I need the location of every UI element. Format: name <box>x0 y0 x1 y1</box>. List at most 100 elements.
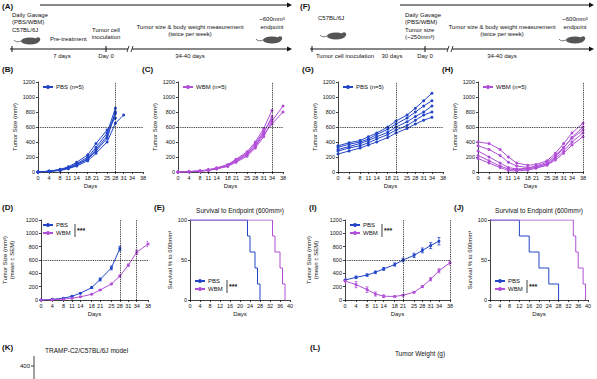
svg-text:800: 800 <box>326 109 335 115</box>
svg-text:31: 31 <box>421 175 427 181</box>
svg-text:(C): (C) <box>142 65 153 74</box>
svg-text:1000: 1000 <box>330 230 342 236</box>
svg-text:4: 4 <box>48 175 51 181</box>
svg-text:25: 25 <box>104 175 110 181</box>
svg-text:24: 24 <box>247 303 253 309</box>
svg-text:8: 8 <box>499 175 502 181</box>
svg-text:Tumor Size (mm³): Tumor Size (mm³) <box>152 103 158 151</box>
svg-text:25: 25 <box>544 175 550 181</box>
svg-text:Survival % to 600mm³: Survival % to 600mm³ <box>167 231 173 290</box>
svg-text:Days: Days <box>532 311 546 317</box>
svg-text:20: 20 <box>237 303 243 309</box>
svg-text:0: 0 <box>184 297 187 303</box>
svg-text:0: 0 <box>336 175 339 181</box>
svg-text:Days: Days <box>524 183 538 189</box>
svg-text:36: 36 <box>277 303 283 309</box>
svg-text:400: 400 <box>466 139 475 145</box>
svg-text:28: 28 <box>419 303 425 309</box>
svg-text:***: *** <box>77 227 85 234</box>
svg-text:Daily Gavage(PBS/WBM): Daily Gavage(PBS/WBM) <box>12 12 49 25</box>
svg-text:0: 0 <box>484 297 487 303</box>
svg-text:11: 11 <box>206 175 212 181</box>
svg-text:31: 31 <box>428 303 434 309</box>
svg-text:400: 400 <box>326 139 335 145</box>
svg-text:16: 16 <box>227 303 233 309</box>
svg-text:Survival to Endpoint (600mm³): Survival to Endpoint (600mm³) <box>196 207 284 215</box>
svg-text:Days: Days <box>391 311 405 317</box>
svg-text:4: 4 <box>51 303 54 309</box>
svg-text:(J): (J) <box>454 203 464 212</box>
svg-text:0: 0 <box>36 175 39 181</box>
svg-text:50: 50 <box>181 257 187 263</box>
svg-text:200: 200 <box>29 284 38 290</box>
svg-text:11: 11 <box>506 175 512 181</box>
svg-text:~600mm³: ~600mm³ <box>562 16 588 22</box>
svg-text:8: 8 <box>62 303 65 309</box>
svg-text:0: 0 <box>35 297 38 303</box>
svg-text:34: 34 <box>569 175 575 181</box>
svg-text:Tumor Size (mm³): Tumor Size (mm³) <box>452 103 458 151</box>
svg-text:1000: 1000 <box>463 94 475 100</box>
svg-text:38: 38 <box>440 175 446 181</box>
svg-text:Days: Days <box>84 183 98 189</box>
svg-text:PBS (n=5): PBS (n=5) <box>356 84 384 90</box>
svg-text:Days: Days <box>384 183 398 189</box>
svg-text:1200: 1200 <box>26 217 38 223</box>
svg-text:1200: 1200 <box>330 217 342 223</box>
svg-text:600: 600 <box>26 124 35 130</box>
svg-text:1200: 1200 <box>323 79 335 85</box>
svg-text:36: 36 <box>575 303 581 309</box>
svg-text:(G): (G) <box>302 65 314 74</box>
svg-text:Tumor Size (mm³): Tumor Size (mm³) <box>12 103 18 151</box>
svg-text:WBM (n=5): WBM (n=5) <box>196 84 227 90</box>
svg-text:(mean ± SEM): (mean ± SEM) <box>9 241 15 280</box>
svg-text:18: 18 <box>385 175 391 181</box>
svg-text:WBM: WBM <box>508 286 523 292</box>
svg-text:4: 4 <box>488 175 491 181</box>
svg-text:1000: 1000 <box>323 94 335 100</box>
svg-text:28: 28 <box>552 175 558 181</box>
svg-text:WBM: WBM <box>208 286 223 292</box>
svg-text:34: 34 <box>269 175 275 181</box>
svg-text:38: 38 <box>140 175 146 181</box>
svg-text:PBS: PBS <box>208 278 220 284</box>
svg-text:14: 14 <box>514 175 520 181</box>
svg-text:400: 400 <box>26 139 35 145</box>
svg-text:34-40 days: 34-40 days <box>487 53 517 59</box>
svg-text:28: 28 <box>117 303 123 309</box>
svg-text:600: 600 <box>326 124 335 130</box>
svg-text:Tumor cell inoculation: Tumor cell inoculation <box>316 53 374 59</box>
svg-text:18: 18 <box>525 175 531 181</box>
svg-text:12: 12 <box>516 303 522 309</box>
svg-text:endpoint: endpoint <box>260 24 283 30</box>
svg-text:C57BL/6J: C57BL/6J <box>12 27 38 33</box>
svg-text:8: 8 <box>199 175 202 181</box>
svg-text:21: 21 <box>393 175 399 181</box>
svg-text:11: 11 <box>366 175 372 181</box>
svg-text:14: 14 <box>374 175 380 181</box>
svg-text:16: 16 <box>526 303 532 309</box>
svg-text:8: 8 <box>359 175 362 181</box>
svg-text:25: 25 <box>411 303 417 309</box>
svg-text:30 days: 30 days <box>381 53 402 59</box>
svg-text:4: 4 <box>355 303 358 309</box>
svg-text:600: 600 <box>333 257 342 263</box>
svg-text:0: 0 <box>188 303 191 309</box>
svg-text:14: 14 <box>381 303 387 309</box>
svg-text:8: 8 <box>59 175 62 181</box>
svg-text:38: 38 <box>580 175 586 181</box>
svg-text:34: 34 <box>129 175 135 181</box>
svg-text:Tumor Size (mm³): Tumor Size (mm³) <box>2 236 8 284</box>
svg-text:Days: Days <box>224 183 238 189</box>
svg-text:21: 21 <box>93 175 99 181</box>
svg-text:7 days: 7 days <box>53 53 71 59</box>
svg-text:***: *** <box>384 227 392 234</box>
svg-text:8: 8 <box>366 303 369 309</box>
svg-text:32: 32 <box>565 303 571 309</box>
svg-text:31: 31 <box>121 175 127 181</box>
svg-text:Tumor size & body weight measu: Tumor size & body weight measurement(twi… <box>448 24 555 37</box>
svg-text:8: 8 <box>508 303 511 309</box>
svg-text:Tumor cellinoculation: Tumor cellinoculation <box>92 27 121 40</box>
svg-text:Tumor Size (mm³): Tumor Size (mm³) <box>306 236 312 284</box>
svg-text:31: 31 <box>561 175 567 181</box>
